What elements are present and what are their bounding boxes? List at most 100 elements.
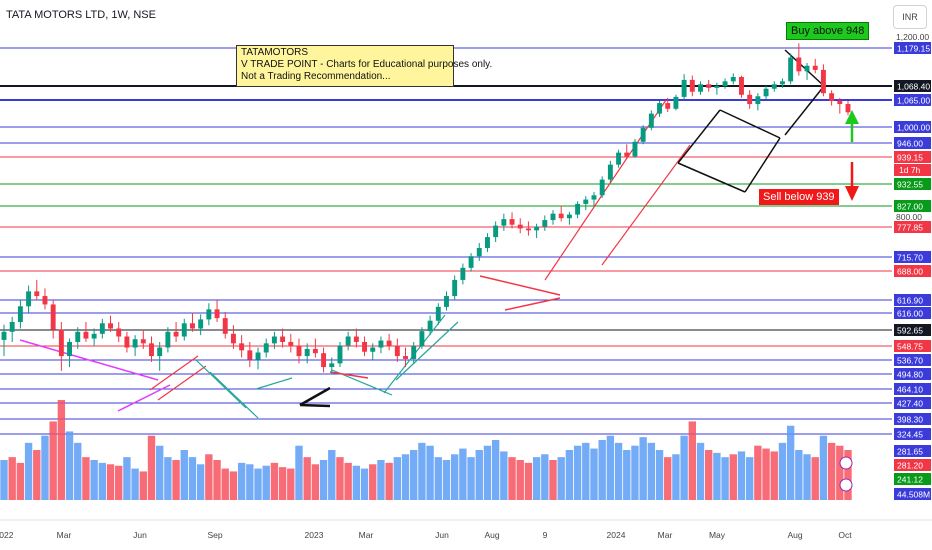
- candle-body: [58, 329, 64, 357]
- volume-bar: [524, 462, 533, 500]
- price-label-bg: [894, 459, 931, 471]
- volume-bar: [803, 454, 811, 500]
- red-channel-line: [149, 355, 199, 391]
- volume-bar: [705, 450, 713, 500]
- volume-bar: [65, 431, 74, 500]
- candle-body: [550, 213, 556, 221]
- black-triangle-line: [299, 386, 331, 407]
- candle-body: [230, 333, 236, 344]
- candle-body: [534, 226, 540, 231]
- volume-bar: [287, 468, 295, 500]
- chart-title: TATA MOTORS LTD, 1W, NSE: [6, 9, 156, 21]
- note-line-1: TATAMOTORS: [241, 47, 309, 58]
- volume-bar: [680, 435, 688, 500]
- candle-body: [329, 363, 335, 368]
- time-axis-label: 9: [543, 530, 548, 540]
- volume-bar: [516, 460, 524, 500]
- price-label-bg: [894, 383, 931, 395]
- volume-bar: [369, 464, 377, 500]
- volume-bar: [262, 465, 270, 500]
- black-triangle-line: [299, 403, 331, 408]
- candle-body: [17, 306, 23, 322]
- candle-body: [665, 103, 671, 109]
- candle-body: [304, 348, 310, 357]
- candle-body: [337, 345, 343, 364]
- candle-body: [42, 296, 48, 305]
- candle-body: [706, 84, 712, 88]
- candle-body: [542, 220, 548, 227]
- candle-body: [165, 331, 171, 348]
- candle-body: [190, 323, 195, 329]
- candle-body: [657, 103, 662, 114]
- up-arrow-head: [845, 110, 859, 124]
- candle-body: [378, 340, 384, 348]
- red-pennant-line: [504, 297, 561, 311]
- price-level-label: 281.65: [897, 447, 923, 457]
- candle-body: [370, 347, 376, 352]
- volume-bar: [442, 460, 451, 500]
- volume-bar: [450, 454, 459, 500]
- volume-bar: [631, 445, 639, 500]
- price-label-bg: [894, 294, 931, 306]
- volume-bar: [770, 451, 778, 500]
- volume-bar: [737, 451, 746, 500]
- volume-bar: [180, 450, 188, 500]
- red-channel-line: [329, 371, 369, 379]
- volume-bar: [606, 435, 615, 500]
- volume-bar: [106, 464, 115, 500]
- volume-bar: [778, 442, 787, 500]
- volume-bar: [147, 435, 156, 500]
- volume-bar: [729, 454, 737, 500]
- red-trendline: [544, 99, 667, 281]
- candle-body: [132, 339, 138, 348]
- price-label-bg: [894, 137, 931, 149]
- volume-bar: [82, 457, 90, 500]
- candle-body: [312, 348, 318, 354]
- candle-body: [509, 219, 515, 225]
- red-channel-line: [157, 365, 207, 401]
- price-level-label: 946.00: [897, 139, 923, 149]
- price-label-bg: [894, 94, 931, 106]
- currency-button[interactable]: INR: [893, 5, 927, 29]
- volume-bar: [647, 442, 656, 500]
- candle-body: [181, 323, 187, 337]
- volume-bar: [295, 445, 303, 500]
- price-level-label: 592.65: [897, 326, 923, 336]
- red-trendline: [601, 144, 691, 266]
- time-axis[interactable]: 2022 Mar Jun Sep 2023 Mar Jun Aug 9 2024 Mar May Aug…: [0, 519, 932, 540]
- candle-body: [67, 341, 73, 357]
- volume-bar: [664, 457, 672, 500]
- price-axis[interactable]: 1,179.15 1,068.40 1,065.00 1,000.00 946.00 93…: [839, 0, 932, 550]
- candle-body: [403, 356, 408, 359]
- candle-body: [599, 179, 605, 196]
- volume-bar: [164, 457, 172, 500]
- candle-body: [804, 65, 810, 72]
- volume-bar: [98, 462, 107, 500]
- time-axis-label: 2022: [0, 530, 14, 540]
- black-pennant-line: [784, 49, 825, 87]
- candle-body: [394, 346, 400, 357]
- price-label-bg: [894, 121, 931, 133]
- volume-bar: [33, 450, 41, 500]
- candle-body: [345, 336, 351, 346]
- volume-bar: [762, 448, 770, 500]
- buy-above-label: Buy above 948: [786, 22, 870, 40]
- candle-body: [730, 77, 736, 82]
- candle-body: [157, 347, 163, 357]
- price-label-bg: [894, 368, 931, 380]
- candle-body: [755, 96, 761, 105]
- time-axis-label: Mar: [57, 530, 72, 540]
- volume-bar: [459, 448, 467, 500]
- candle-body: [280, 336, 286, 342]
- price-axis-tick: 1,200.00: [896, 32, 929, 42]
- candle-body: [829, 93, 835, 101]
- teal-channel-line: [195, 359, 247, 409]
- candle-body: [50, 304, 56, 330]
- volume-bar: [131, 468, 139, 500]
- candle-body: [83, 331, 89, 339]
- price-level-label: 939.15: [897, 153, 923, 163]
- price-label-bg: [894, 340, 931, 352]
- volume-bar: [614, 442, 623, 500]
- candle-body: [452, 279, 458, 297]
